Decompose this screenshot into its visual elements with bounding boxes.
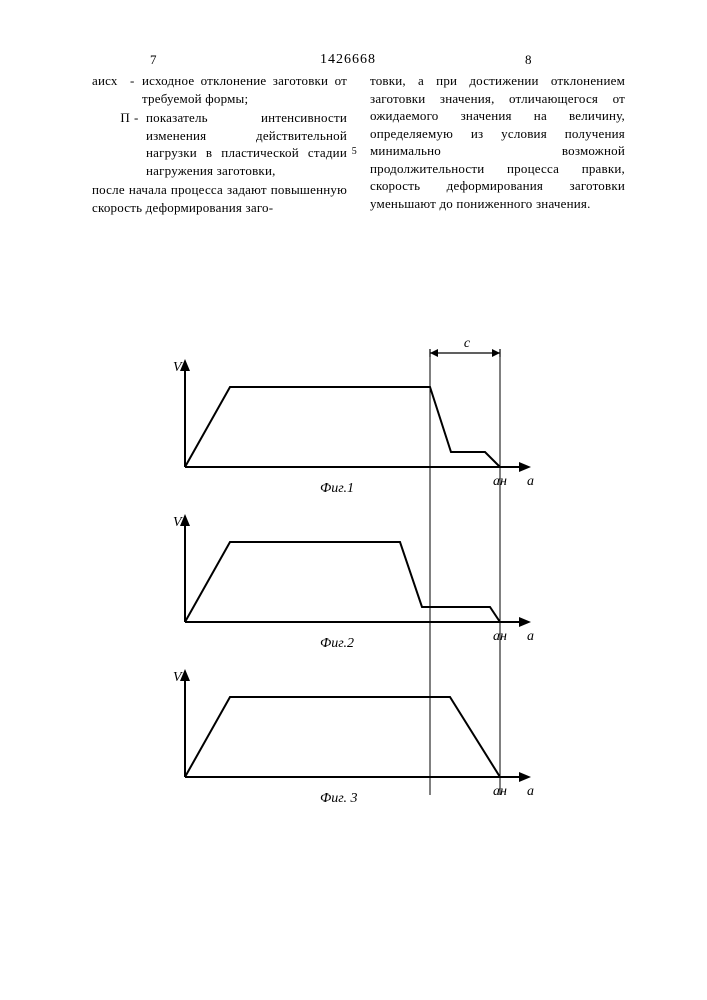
fig1-a-label: а xyxy=(527,474,534,489)
term2-key: П xyxy=(92,109,134,179)
fig1-curve xyxy=(185,387,500,467)
fig3-an-label: ан xyxy=(493,784,507,799)
fig2-curve xyxy=(185,542,500,622)
term1-key: аисх xyxy=(92,72,130,107)
right-para: товки, а при достижении отклонением заго… xyxy=(370,73,625,211)
term2-def-text: показатель интенсивности изменения дейст… xyxy=(146,110,347,178)
term1-dash: - xyxy=(130,72,142,107)
fig2-panel: V ан а Фиг.2 xyxy=(173,514,534,651)
term2-def: показатель интенсивности изменения дейст… xyxy=(146,109,347,179)
fig2-caption: Фиг.2 xyxy=(320,636,354,651)
fig1-panel: V ан а Фиг.1 xyxy=(173,359,534,496)
page-number-left: 7 xyxy=(150,52,157,68)
fig3-panel: V ан а Фиг. 3 xyxy=(173,669,534,806)
figures-block: с V ан а Фиг.1 V ан а Фиг.2 xyxy=(155,335,535,820)
fig2-a-label: а xyxy=(527,629,534,644)
fig1-caption: Фиг.1 xyxy=(320,481,354,496)
term2-dash: - xyxy=(134,109,146,179)
left-para: после начала процесса задают повышенную … xyxy=(92,181,347,216)
c-marker-group: с xyxy=(430,336,500,357)
line-marker-5: 5 xyxy=(352,145,357,159)
fig3-curve xyxy=(185,697,500,777)
fig2-an-label: ан xyxy=(493,629,507,644)
page-number-right: 8 xyxy=(525,52,532,68)
c-label: с xyxy=(464,336,471,351)
fig1-an-label: ан xyxy=(493,474,507,489)
term1-def: исходное отклонение заготовки от требуем… xyxy=(142,72,347,107)
fig3-caption: Фиг. 3 xyxy=(320,791,358,806)
fig3-a-label: а xyxy=(527,784,534,799)
right-column: товки, а при достижении отклонением заго… xyxy=(370,72,625,212)
left-column: аисх - исходное отклонение заготовки от … xyxy=(92,72,347,216)
document-number: 1426668 xyxy=(320,52,376,68)
